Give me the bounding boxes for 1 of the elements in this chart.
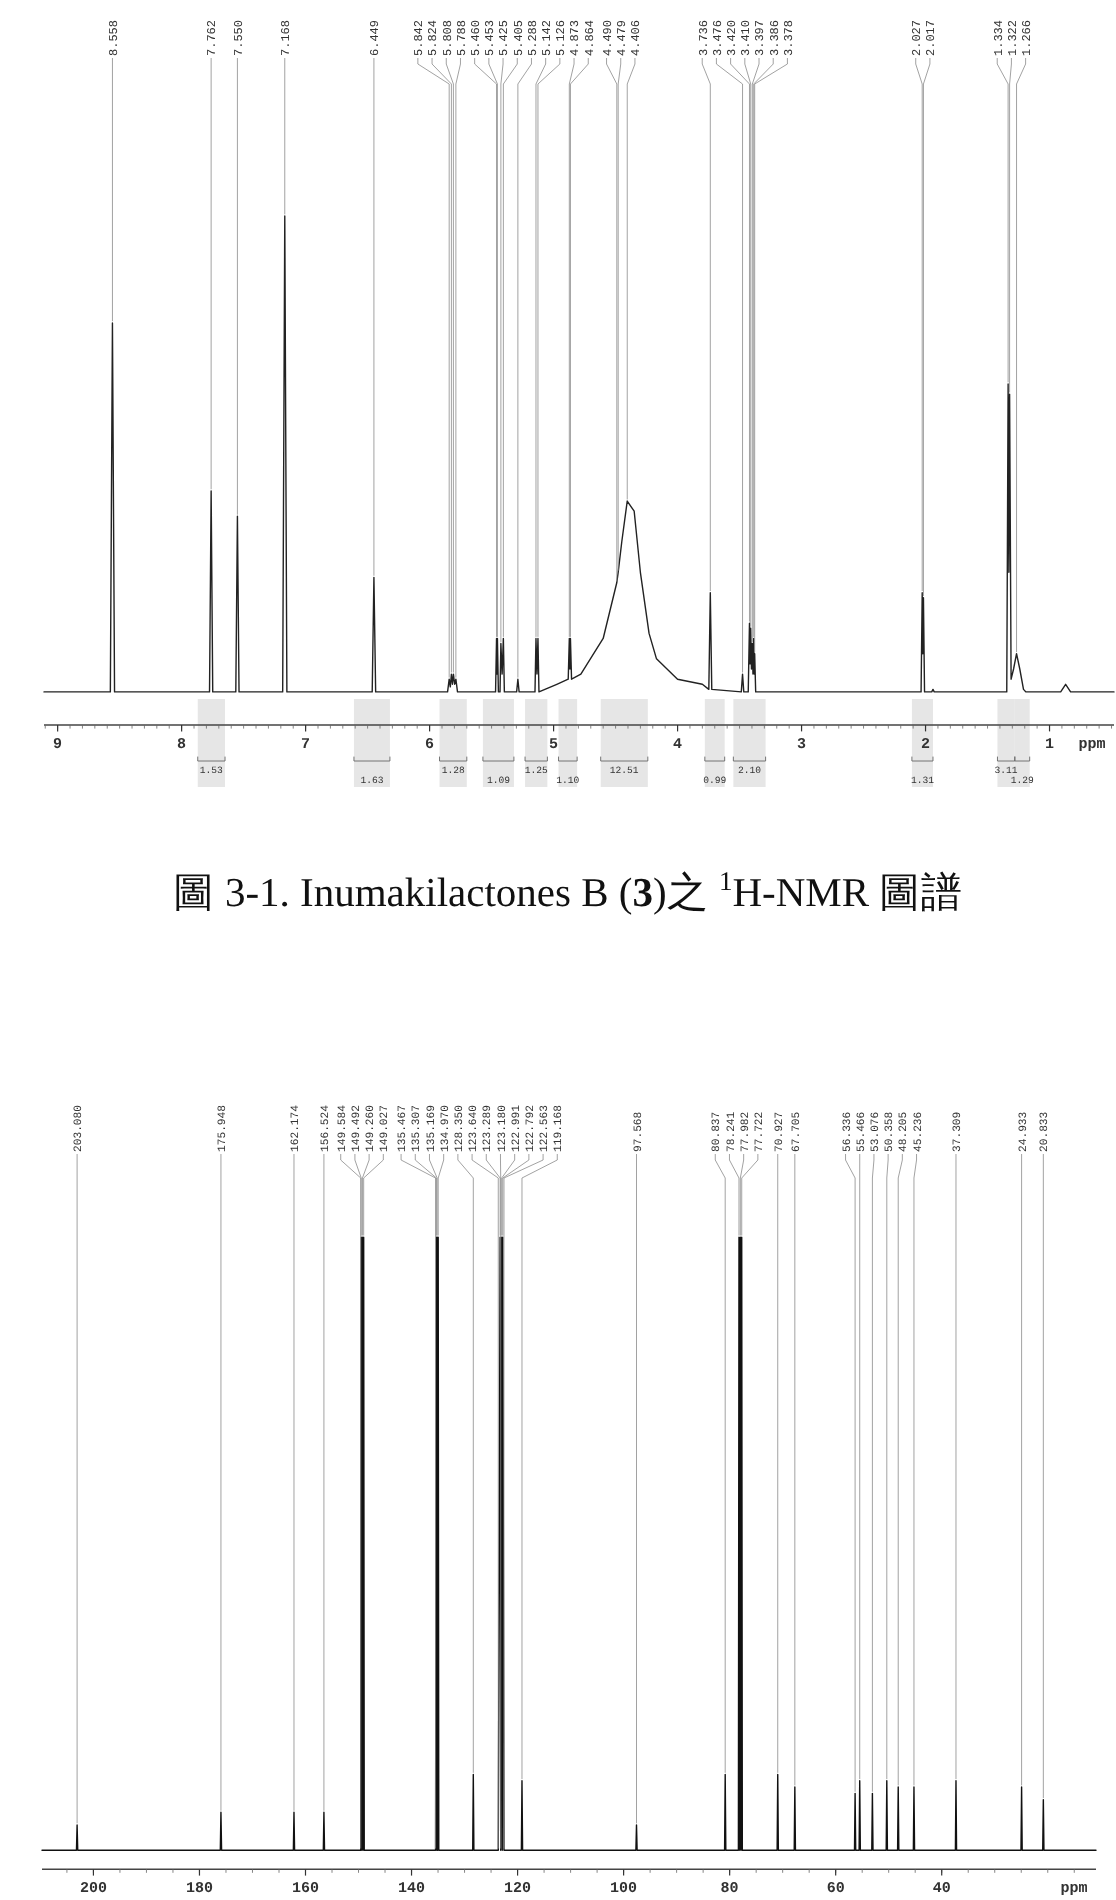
caption: 圖 3-1. Inumakilactones B (3)之 $^{1}$H-NMR 圖譜 [172,866,964,916]
